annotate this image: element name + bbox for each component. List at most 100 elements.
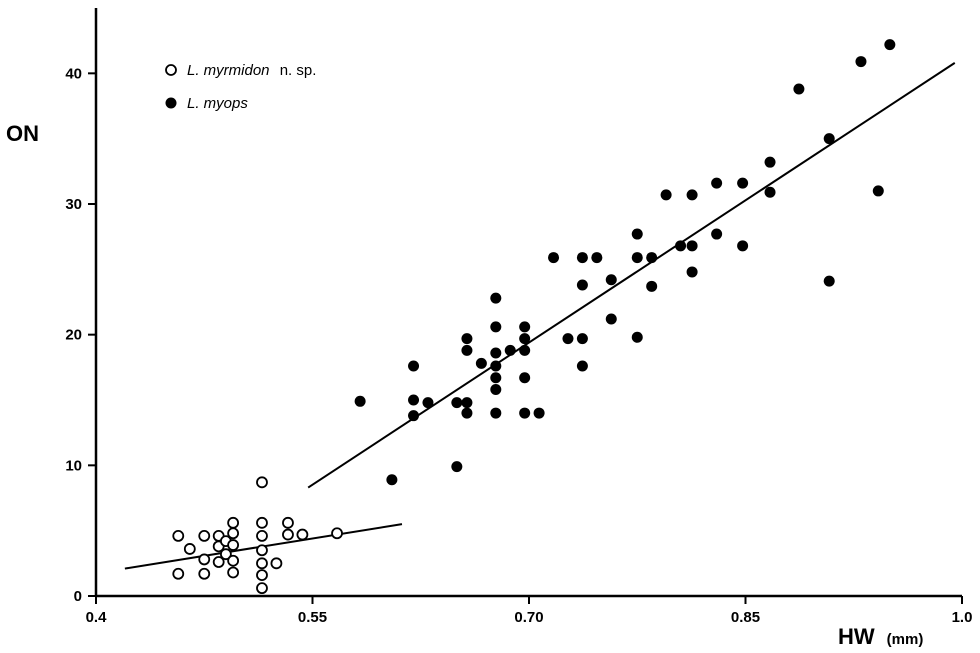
data-point-filled bbox=[646, 252, 658, 264]
data-point-open bbox=[282, 528, 294, 541]
data-point-filled bbox=[533, 407, 545, 419]
data-point-open bbox=[198, 529, 211, 542]
x-axis-title: HW (mm) bbox=[838, 624, 923, 649]
data-point-filled bbox=[631, 228, 643, 240]
data-point-open bbox=[172, 529, 185, 542]
data-point-filled bbox=[562, 333, 574, 345]
data-point-filled bbox=[660, 189, 672, 201]
data-point-filled bbox=[490, 360, 502, 372]
data-point-filled bbox=[519, 321, 531, 333]
data-point-filled bbox=[576, 279, 588, 291]
data-point-filled bbox=[422, 397, 434, 409]
data-point-filled bbox=[823, 133, 835, 145]
data-point-filled bbox=[475, 357, 487, 369]
data-point-filled bbox=[855, 56, 867, 68]
data-point-filled bbox=[461, 407, 473, 419]
data-point-open bbox=[183, 543, 196, 555]
data-point-open bbox=[212, 556, 225, 568]
data-point-filled bbox=[461, 344, 473, 356]
y-axis-title: ON bbox=[6, 121, 39, 146]
data-point-open bbox=[282, 516, 294, 529]
data-point-filled bbox=[548, 252, 560, 264]
data-point-filled bbox=[576, 333, 588, 345]
data-point-filled bbox=[631, 331, 643, 343]
data-point-filled bbox=[675, 240, 687, 252]
legend-series-name: L. myrmidon bbox=[187, 62, 270, 79]
data-point-filled bbox=[737, 240, 749, 252]
data-point-filled bbox=[408, 410, 420, 422]
y-tick-label: 20 bbox=[65, 327, 82, 344]
data-point-filled bbox=[605, 274, 617, 286]
data-point-open bbox=[296, 528, 309, 541]
data-point-filled bbox=[591, 252, 603, 264]
data-point-filled bbox=[451, 461, 463, 473]
data-point-filled bbox=[490, 407, 502, 419]
y-tick-label: 0 bbox=[74, 588, 82, 605]
ticks: 0.4 0.55 0.70 0.85 1.0 0 10 20 30 40 bbox=[65, 65, 972, 626]
data-point-open bbox=[227, 554, 240, 567]
legend-series-suffix: n. sp. bbox=[280, 62, 317, 79]
data-point-filled bbox=[386, 474, 398, 486]
data-point-filled bbox=[504, 344, 516, 356]
data-point-open bbox=[227, 516, 240, 529]
data-point-filled bbox=[764, 186, 776, 198]
x-axis-label: HW bbox=[838, 624, 875, 649]
legend-label-myops: L. myops bbox=[187, 95, 248, 112]
data-point-open bbox=[227, 566, 240, 579]
data-point-open bbox=[198, 553, 211, 566]
data-point-filled bbox=[354, 395, 366, 407]
data-point-open bbox=[256, 516, 268, 529]
data-point-open bbox=[256, 557, 268, 570]
data-point-open bbox=[219, 548, 232, 561]
data-point-filled bbox=[408, 360, 420, 372]
data-point-filled bbox=[711, 228, 723, 240]
x-tick-label: 0.55 bbox=[298, 609, 327, 626]
data-point-filled bbox=[576, 252, 588, 264]
x-axis-unit: (mm) bbox=[887, 631, 924, 648]
data-point-filled bbox=[451, 397, 463, 409]
data-point-filled bbox=[605, 313, 617, 325]
data-point-filled bbox=[519, 372, 531, 384]
data-point-filled bbox=[519, 333, 531, 345]
data-point-open bbox=[331, 527, 343, 540]
data-point-open bbox=[198, 567, 211, 580]
y-tick-label: 40 bbox=[65, 65, 82, 82]
data-point-filled bbox=[519, 344, 531, 356]
data-point-filled bbox=[711, 177, 723, 189]
data-point-filled bbox=[872, 185, 884, 197]
data-point-filled bbox=[490, 321, 502, 333]
data-point-filled bbox=[646, 280, 658, 292]
data-point-open bbox=[256, 544, 268, 557]
data-point-open bbox=[256, 529, 268, 542]
x-tick-label: 0.4 bbox=[86, 609, 108, 626]
data-point-filled bbox=[686, 266, 698, 278]
fit-line-series-1 bbox=[307, 62, 956, 489]
x-tick-label: 0.85 bbox=[731, 609, 760, 626]
data-point-filled bbox=[576, 360, 588, 372]
legend-item-myrmidon: L. myrmidon n. sp. bbox=[165, 62, 316, 79]
data-point-filled bbox=[686, 189, 698, 201]
data-point-filled bbox=[461, 397, 473, 409]
legend-marker-open-circle bbox=[165, 64, 177, 76]
data-point-filled bbox=[461, 333, 473, 345]
data-point-open bbox=[256, 476, 268, 489]
data-point-filled bbox=[737, 177, 749, 189]
data-point-filled bbox=[793, 83, 805, 95]
data-point-filled bbox=[631, 252, 643, 264]
y-tick-label: 10 bbox=[65, 457, 82, 474]
data-point-open bbox=[256, 569, 268, 581]
data-point-filled bbox=[519, 407, 531, 419]
data-point-open bbox=[256, 582, 268, 595]
y-tick-label: 30 bbox=[65, 196, 82, 213]
legend-marker-filled-circle bbox=[165, 97, 177, 109]
data-point-filled bbox=[823, 275, 835, 287]
data-point-open bbox=[227, 527, 240, 540]
data-point-filled bbox=[884, 39, 896, 51]
data-point-open bbox=[270, 557, 283, 570]
legend-label-myrmidon: L. myrmidon n. sp. bbox=[187, 62, 316, 79]
x-tick-label: 0.70 bbox=[514, 609, 543, 626]
legend: L. myrmidon n. sp. L. myops bbox=[165, 62, 316, 112]
data-point-open bbox=[227, 539, 240, 551]
data-point-filled bbox=[490, 384, 502, 396]
